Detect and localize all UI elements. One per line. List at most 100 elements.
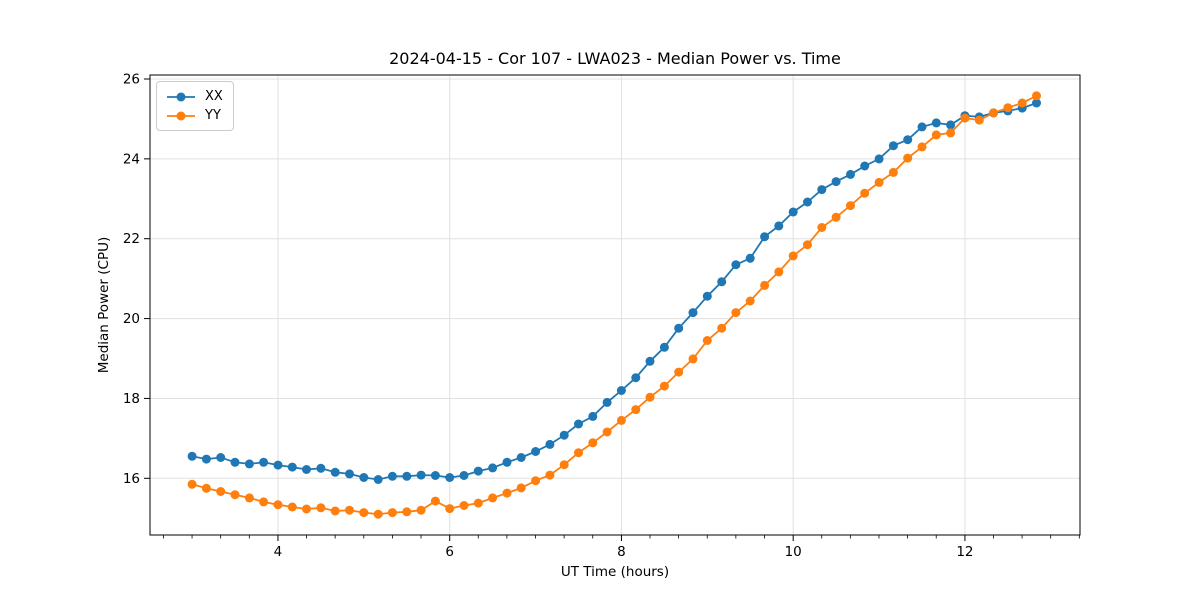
series-yy-marker <box>931 130 941 140</box>
series-xx-marker <box>846 169 855 179</box>
series-yy-marker <box>359 508 369 518</box>
series-xx-marker <box>702 291 712 301</box>
series-yy-marker <box>860 188 870 198</box>
y-tick-label: 16 <box>123 471 140 487</box>
x-axis-label: UT Time (hours) <box>560 564 670 580</box>
series-yy-marker <box>330 506 340 516</box>
series-yy-marker <box>187 479 197 489</box>
series-yy-marker <box>387 508 397 518</box>
series-yy-marker <box>688 354 698 364</box>
series-xx-marker <box>774 221 784 231</box>
series-yy-marker <box>1017 98 1027 108</box>
series-xx-marker <box>459 471 469 480</box>
series-xx-marker <box>917 122 927 132</box>
series-yy-marker <box>960 113 970 123</box>
series-xx-marker <box>645 356 655 366</box>
series-xx-marker <box>745 253 755 263</box>
series-yy-marker <box>631 405 641 415</box>
series-xx-marker <box>502 457 512 467</box>
series-xx-marker <box>602 397 612 407</box>
series-yy-marker <box>273 500 283 510</box>
series-xx-marker <box>201 454 211 464</box>
legend-entry-xx: XX <box>166 87 223 106</box>
series-xx-marker <box>402 471 412 481</box>
series-xx-marker <box>888 141 898 151</box>
series-yy-marker <box>402 507 412 517</box>
series-xx-marker <box>860 161 870 171</box>
y-tick-label: 22 <box>123 231 140 247</box>
series-yy-marker <box>559 460 569 470</box>
series-yy-marker <box>831 212 841 222</box>
series-xx-marker <box>216 453 226 462</box>
series-xx-marker <box>387 471 397 481</box>
series-xx-marker <box>559 430 569 440</box>
series-yy-marker <box>1003 103 1013 113</box>
series-xx-marker <box>244 459 254 469</box>
axes-frame <box>149 74 1081 536</box>
series-yy-marker <box>316 503 326 513</box>
series-xx-marker <box>674 323 684 333</box>
series-xx-marker <box>316 463 326 473</box>
legend-label-yy: YY <box>205 107 221 123</box>
series-yy-marker <box>616 415 626 425</box>
series-yy-marker <box>674 367 684 377</box>
series-yy-marker <box>888 167 898 177</box>
series-yy-marker <box>717 323 727 333</box>
series-yy-marker <box>531 476 541 486</box>
series-yy-marker <box>917 142 927 152</box>
series-yy-marker <box>416 505 426 515</box>
series-yy-marker <box>659 381 669 391</box>
series-xx-marker <box>731 260 741 270</box>
series-yy-marker <box>946 128 956 138</box>
series-xx-marker <box>574 419 583 429</box>
series-xx-marker <box>831 177 841 187</box>
series-xx-marker <box>688 308 698 318</box>
x-tick-label: 8 <box>617 544 626 560</box>
series-xx-marker <box>488 463 498 473</box>
series-xx-marker <box>631 373 641 383</box>
series-xx-marker <box>430 471 440 480</box>
series-xx-marker <box>946 120 956 130</box>
chart-title: 2024-04-15 - Cor 107 - LWA023 - Median P… <box>389 49 841 68</box>
series-yy-marker <box>745 296 755 306</box>
series-yy-marker <box>731 308 741 318</box>
series-yy-marker <box>244 493 254 503</box>
series-xx-marker <box>903 135 913 145</box>
series-xx-marker <box>287 462 297 472</box>
x-tick-label: 6 <box>445 544 454 560</box>
series-xx-marker <box>531 447 541 456</box>
series-xx-marker <box>473 466 483 476</box>
series-xx-marker <box>416 470 426 480</box>
series-xx-marker <box>817 185 827 195</box>
series-yy-marker <box>302 504 311 514</box>
series-yy-marker <box>974 115 984 125</box>
series-yy-marker <box>216 487 226 496</box>
x-tick-label: 12 <box>956 544 973 560</box>
series-yy-marker <box>588 438 598 448</box>
series-yy-marker <box>989 108 998 118</box>
series-xx-marker <box>788 207 798 217</box>
series-yy-marker <box>201 483 211 493</box>
series-xx-marker <box>330 467 340 477</box>
series-yy-marker <box>903 153 913 163</box>
legend-line-marker-icon <box>167 92 195 101</box>
series-xx-marker <box>373 475 383 484</box>
series-yy-marker <box>788 251 798 261</box>
y-tick-label: 20 <box>123 311 140 327</box>
series-xx-marker <box>516 453 526 462</box>
series-xx-marker <box>616 386 626 395</box>
series-yy-marker <box>846 201 855 211</box>
series-xx-marker <box>259 457 269 467</box>
legend-entry-yy: YY <box>166 106 223 125</box>
series-xx-marker <box>760 232 770 242</box>
series-yy-marker <box>874 177 884 187</box>
series-xx-marker <box>273 460 283 470</box>
series-xx-marker <box>803 197 812 207</box>
series-yy-marker <box>488 493 498 503</box>
series-yy-marker <box>373 509 383 519</box>
series-yy-marker <box>760 280 770 290</box>
series-yy-marker <box>473 498 483 508</box>
series-xx-marker <box>659 342 669 352</box>
